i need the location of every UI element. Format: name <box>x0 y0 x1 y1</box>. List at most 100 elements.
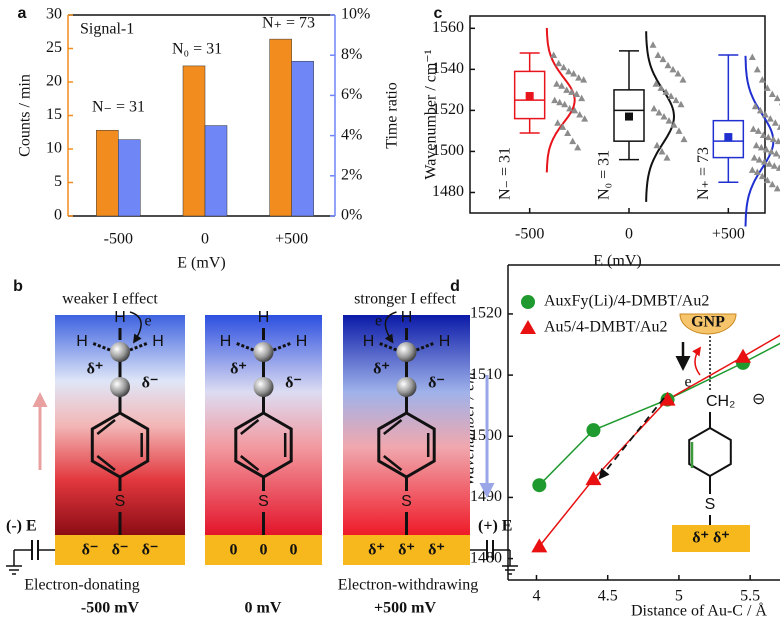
electron-arrow <box>384 311 397 344</box>
x-axis-label: Distance of Au-C / Å <box>631 602 767 620</box>
data-point <box>554 119 562 126</box>
legend-marker <box>520 320 536 334</box>
x-tick-label: 0 <box>625 226 633 243</box>
y2-tick-label: 0% <box>341 207 362 224</box>
surface-charge: δ⁺ δ⁺ <box>692 530 730 547</box>
electrode <box>205 535 322 565</box>
data-point <box>750 154 758 161</box>
annotation: N₋ = 31 <box>92 99 145 116</box>
data-point <box>777 154 780 159</box>
data-point <box>754 127 762 134</box>
atom: H <box>296 333 308 350</box>
surface-charge: δ⁻ <box>142 542 159 559</box>
y-tick-label: 20 <box>46 73 62 90</box>
benzene-ring <box>234 411 293 479</box>
data-point <box>663 154 671 161</box>
x-tick-label: 0 <box>201 231 209 248</box>
data-point <box>566 104 574 112</box>
legend-label: Au5/4-DMBT/Au2 <box>544 319 668 336</box>
data-point <box>662 88 670 95</box>
data-point <box>660 113 668 120</box>
data-point <box>679 76 687 83</box>
double-bond <box>383 455 403 471</box>
x-tick-label: +500 <box>275 231 308 248</box>
data-point <box>650 104 658 112</box>
bar <box>182 65 206 217</box>
data-point <box>763 176 771 184</box>
electrode <box>55 535 185 565</box>
data-point <box>775 164 780 171</box>
data-point <box>773 184 780 192</box>
benzene-ring <box>90 411 150 479</box>
partial-charge: δ⁺ <box>373 361 390 378</box>
electrode-label: (+) E <box>478 518 512 535</box>
column-title: weaker I effect <box>62 291 158 308</box>
atom: H <box>220 333 232 350</box>
x-tick-label: 4 <box>532 588 540 605</box>
potential-label: 0 mV <box>245 600 282 617</box>
data-point <box>561 100 569 108</box>
x-axis-label: E (mV) <box>593 253 641 270</box>
data-point <box>652 80 660 87</box>
y2-tick-label: 6% <box>341 86 362 103</box>
data-point <box>571 106 579 114</box>
data-point <box>580 76 588 83</box>
data-point <box>581 115 589 122</box>
data-point <box>653 141 661 149</box>
y-tick-label: 1520 <box>470 305 502 322</box>
electrode <box>672 525 750 552</box>
electrode <box>343 535 470 565</box>
surface-charge: 0 <box>290 542 298 559</box>
data-point <box>659 55 667 63</box>
x-tick-label: 5.5 <box>740 588 760 605</box>
y-axis-label: Counts / min <box>17 74 34 157</box>
data-point <box>576 111 584 118</box>
data-point <box>555 59 563 67</box>
data-point <box>654 51 662 58</box>
electrode-label: (-) E <box>6 518 37 535</box>
benzene-ring <box>688 426 732 478</box>
atom: H <box>258 309 270 326</box>
data-point <box>773 94 780 102</box>
double-bond <box>383 419 403 435</box>
data-point <box>664 61 672 69</box>
atom: H <box>114 309 126 326</box>
double-bond <box>240 455 260 471</box>
data-point <box>655 108 663 116</box>
double-bond <box>96 419 116 435</box>
electron-label: e <box>375 313 382 330</box>
data-point <box>659 391 676 406</box>
data-point <box>771 119 779 126</box>
data-point <box>756 106 764 114</box>
atom: H <box>76 333 88 350</box>
data-point <box>759 131 767 139</box>
data-point <box>760 158 768 165</box>
double-bond <box>240 419 260 435</box>
data-point <box>585 471 602 486</box>
data-point <box>556 98 564 106</box>
y-tick-label: 15 <box>46 106 62 123</box>
mean-marker <box>724 133 733 142</box>
data-point <box>753 168 761 175</box>
caption: Electron-donating <box>24 577 140 594</box>
carbon-atom <box>396 377 417 397</box>
partial-charge: δ⁻ <box>428 375 445 392</box>
data-point <box>565 67 573 75</box>
data-point <box>677 100 685 108</box>
atom: H <box>401 309 413 326</box>
data-point <box>574 143 582 151</box>
data-point <box>560 63 568 71</box>
data-point <box>570 69 578 77</box>
data-point <box>748 53 756 61</box>
box <box>712 119 745 159</box>
bar <box>204 125 228 217</box>
panel-label: d <box>450 278 460 295</box>
data-point <box>768 180 776 188</box>
data-point <box>550 51 558 58</box>
data-point <box>758 76 766 83</box>
data-point <box>531 538 548 553</box>
data-point <box>559 123 567 130</box>
partial-charge: δ⁺ <box>87 361 104 378</box>
partial-charge: δ⁻ <box>285 375 302 392</box>
data-point <box>769 135 777 143</box>
